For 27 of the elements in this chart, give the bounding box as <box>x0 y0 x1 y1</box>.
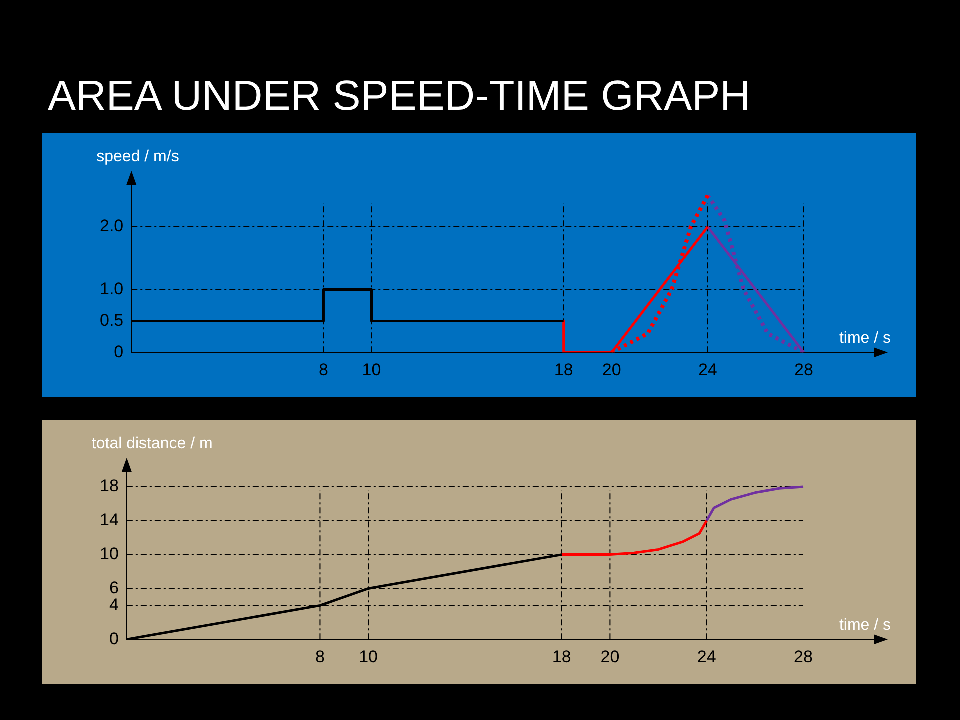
y-tick-label: 0 <box>109 629 119 648</box>
x-tick-label: 28 <box>794 647 813 666</box>
y-tick-label: 10 <box>100 544 119 564</box>
y-tick-label: 2.0 <box>100 216 124 236</box>
y-tick-label: 18 <box>100 476 119 496</box>
x-tick-label: 18 <box>554 360 574 380</box>
y-tick-label: 6 <box>109 578 119 598</box>
y-axis-title: total distance / m <box>92 435 213 452</box>
x-axis-title: time / s <box>839 330 891 348</box>
x-tick-label: 24 <box>698 360 718 380</box>
y-tick-label: 1.0 <box>100 279 124 298</box>
y-tick-label: 0 <box>114 342 124 362</box>
y-axis-title: speed / m/s <box>96 148 180 166</box>
x-tick-label: 24 <box>697 647 716 666</box>
x-tick-label: 10 <box>359 647 378 666</box>
y-tick-label: 0.5 <box>100 310 124 330</box>
x-axis-title: time / s <box>839 617 891 634</box>
x-tick-label: 20 <box>602 360 622 380</box>
x-tick-label: 8 <box>318 360 328 380</box>
x-tick-label: 20 <box>600 647 620 666</box>
y-tick-label: 14 <box>100 510 119 530</box>
x-tick-label: 8 <box>315 647 325 666</box>
y-tick-label: 4 <box>109 595 119 614</box>
x-tick-label: 18 <box>552 647 572 666</box>
x-tick-label: 28 <box>794 360 814 380</box>
x-tick-label: 10 <box>362 360 382 380</box>
chart-title: AREA UNDER SPEED-TIME GRAPH <box>48 72 750 120</box>
